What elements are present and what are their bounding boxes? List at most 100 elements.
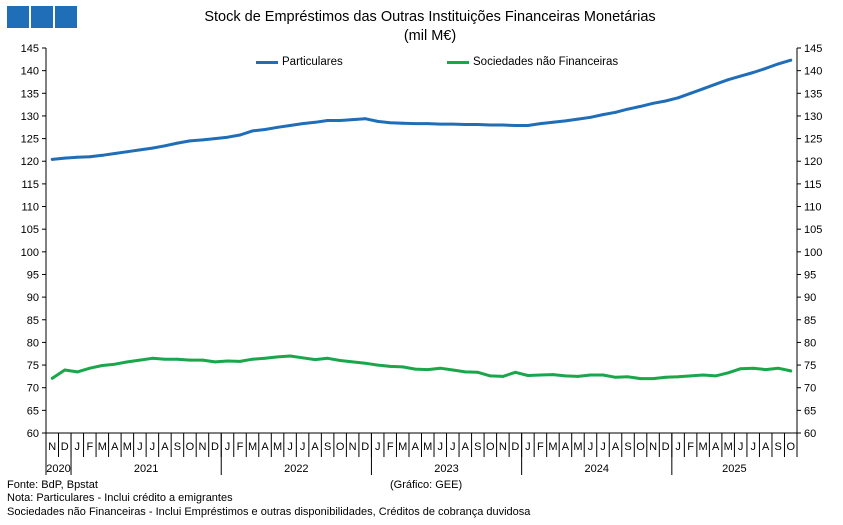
x-tick-label-month: A (762, 441, 770, 453)
data-point-particulares (238, 133, 242, 137)
x-tick-label-month: J (300, 441, 306, 453)
data-point-particulares (589, 115, 592, 119)
y-tick-label-right: 105 (804, 224, 822, 236)
x-tick-label-month: A (562, 441, 570, 453)
y-tick-label-left: 105 (21, 224, 39, 236)
x-tick-label-month: J (675, 441, 681, 453)
data-point-particulares (100, 153, 104, 157)
x-tick-label-month: A (462, 441, 470, 453)
y-tick-label-left: 65 (27, 405, 39, 417)
x-tick-label-month: O (336, 441, 345, 453)
data-point-particulares (426, 122, 430, 126)
data-point-particulares (451, 122, 455, 126)
data-point-sociedades-nao-financeiras (714, 374, 718, 378)
data-point-sociedades-nao-financeiras (626, 375, 630, 379)
data-point-sociedades-nao-financeiras (188, 358, 192, 362)
data-point-sociedades-nao-financeiras (776, 366, 780, 370)
data-point-particulares (138, 148, 142, 152)
y-tick-label-right: 125 (804, 134, 822, 146)
data-point-sociedades-nao-financeiras (376, 363, 380, 367)
data-point-sociedades-nao-financeiras (201, 358, 204, 362)
data-point-sociedades-nao-financeiras (564, 374, 567, 378)
legend-label-particulares: Particulares (282, 56, 343, 68)
data-point-sociedades-nao-financeiras (226, 359, 229, 363)
data-point-particulares (751, 71, 755, 74)
data-point-particulares (176, 141, 179, 145)
data-point-sociedades-nao-financeiras (301, 356, 304, 360)
data-point-particulares (676, 96, 680, 100)
data-point-sociedades-nao-financeiras (338, 359, 342, 362)
data-point-sociedades-nao-financeiras (100, 364, 104, 367)
data-point-particulares (564, 119, 567, 123)
x-tick-label-month: J (225, 441, 231, 453)
x-tick-label-month: O (786, 441, 795, 453)
x-tick-label-month: N (649, 441, 657, 453)
data-point-particulares (664, 99, 667, 103)
x-tick-label-month: M (699, 441, 708, 453)
series-line-particulares (50, 58, 793, 161)
x-tick-label-month: S (775, 441, 782, 453)
data-point-particulares (276, 125, 279, 129)
source-note: Fonte: BdP, Bpstat (7, 479, 98, 491)
data-point-particulares (213, 137, 217, 140)
data-point-sociedades-nao-financeiras (276, 355, 279, 359)
chart-title: Stock de Empréstimos das Outras Institui… (100, 8, 760, 46)
y-tick-label-left: 85 (27, 315, 39, 327)
data-point-particulares (488, 123, 492, 127)
data-point-particulares (776, 62, 780, 66)
data-point-sociedades-nao-financeiras (138, 358, 142, 362)
data-point-sociedades-nao-financeiras (176, 357, 179, 361)
y-tick-label-right: 120 (804, 156, 822, 168)
data-point-sociedades-nao-financeiras (614, 375, 617, 379)
chart-title-line1: Stock de Empréstimos das Outras Institui… (204, 9, 656, 25)
data-point-sociedades-nao-financeiras (451, 368, 455, 372)
x-tick-label-month: O (486, 441, 495, 453)
x-tick-label-month: M (724, 441, 733, 453)
data-point-particulares (739, 74, 743, 78)
y-tick-label-left: 95 (27, 269, 39, 281)
data-point-sociedades-nao-financeiras (639, 377, 642, 381)
data-point-particulares (363, 117, 367, 121)
y-tick-label-right: 90 (804, 292, 816, 304)
x-tick-label-month: J (137, 441, 143, 453)
data-point-sociedades-nao-financeiras (476, 370, 480, 374)
data-point-particulares (75, 155, 79, 159)
x-tick-label-month: J (738, 441, 744, 453)
data-point-particulares (376, 119, 380, 123)
y-tick-label-left: 110 (21, 202, 39, 214)
y-tick-label-right: 140 (804, 66, 822, 78)
data-point-sociedades-nao-financeiras (601, 373, 605, 377)
data-point-sociedades-nao-financeiras (551, 373, 555, 376)
x-tick-label-month: A (712, 441, 720, 453)
x-tick-label-month: D (61, 441, 69, 453)
data-point-sociedades-nao-financeiras (751, 366, 755, 370)
data-point-particulares (251, 129, 254, 133)
y-tick-label-right: 130 (804, 111, 822, 123)
data-point-particulares (539, 122, 542, 126)
x-tick-label-month: J (450, 441, 456, 453)
data-point-particulares (388, 121, 392, 125)
data-point-particulares (764, 66, 768, 70)
data-point-sociedades-nao-financeiras (75, 370, 79, 374)
data-point-sociedades-nao-financeiras (426, 368, 430, 371)
x-tick-label-month: F (687, 441, 694, 453)
x-tick-label-month: A (261, 441, 269, 453)
x-tick-label-month: A (612, 441, 620, 453)
data-point-particulares (226, 135, 229, 139)
y-tick-label-left: 120 (21, 156, 39, 168)
x-tick-label-month: N (48, 441, 56, 453)
note-snf: Sociedades não Financeiras - Inclui Empr… (7, 506, 531, 518)
x-tick-label-month: D (511, 441, 519, 453)
data-point-particulares (689, 91, 693, 95)
y-tick-label-left: 60 (27, 428, 39, 440)
y-tick-label-right: 95 (804, 269, 816, 281)
x-tick-label-month: J (438, 441, 444, 453)
data-point-particulares (463, 123, 467, 126)
data-point-sociedades-nao-financeiras (288, 354, 292, 358)
y-tick-label-right: 110 (804, 202, 822, 214)
data-point-particulares (163, 144, 167, 148)
logo-square-2 (31, 6, 53, 28)
x-tick-label-month: J (75, 441, 81, 453)
y-tick-label-right: 65 (804, 405, 816, 417)
x-tick-label-month: O (636, 441, 645, 453)
